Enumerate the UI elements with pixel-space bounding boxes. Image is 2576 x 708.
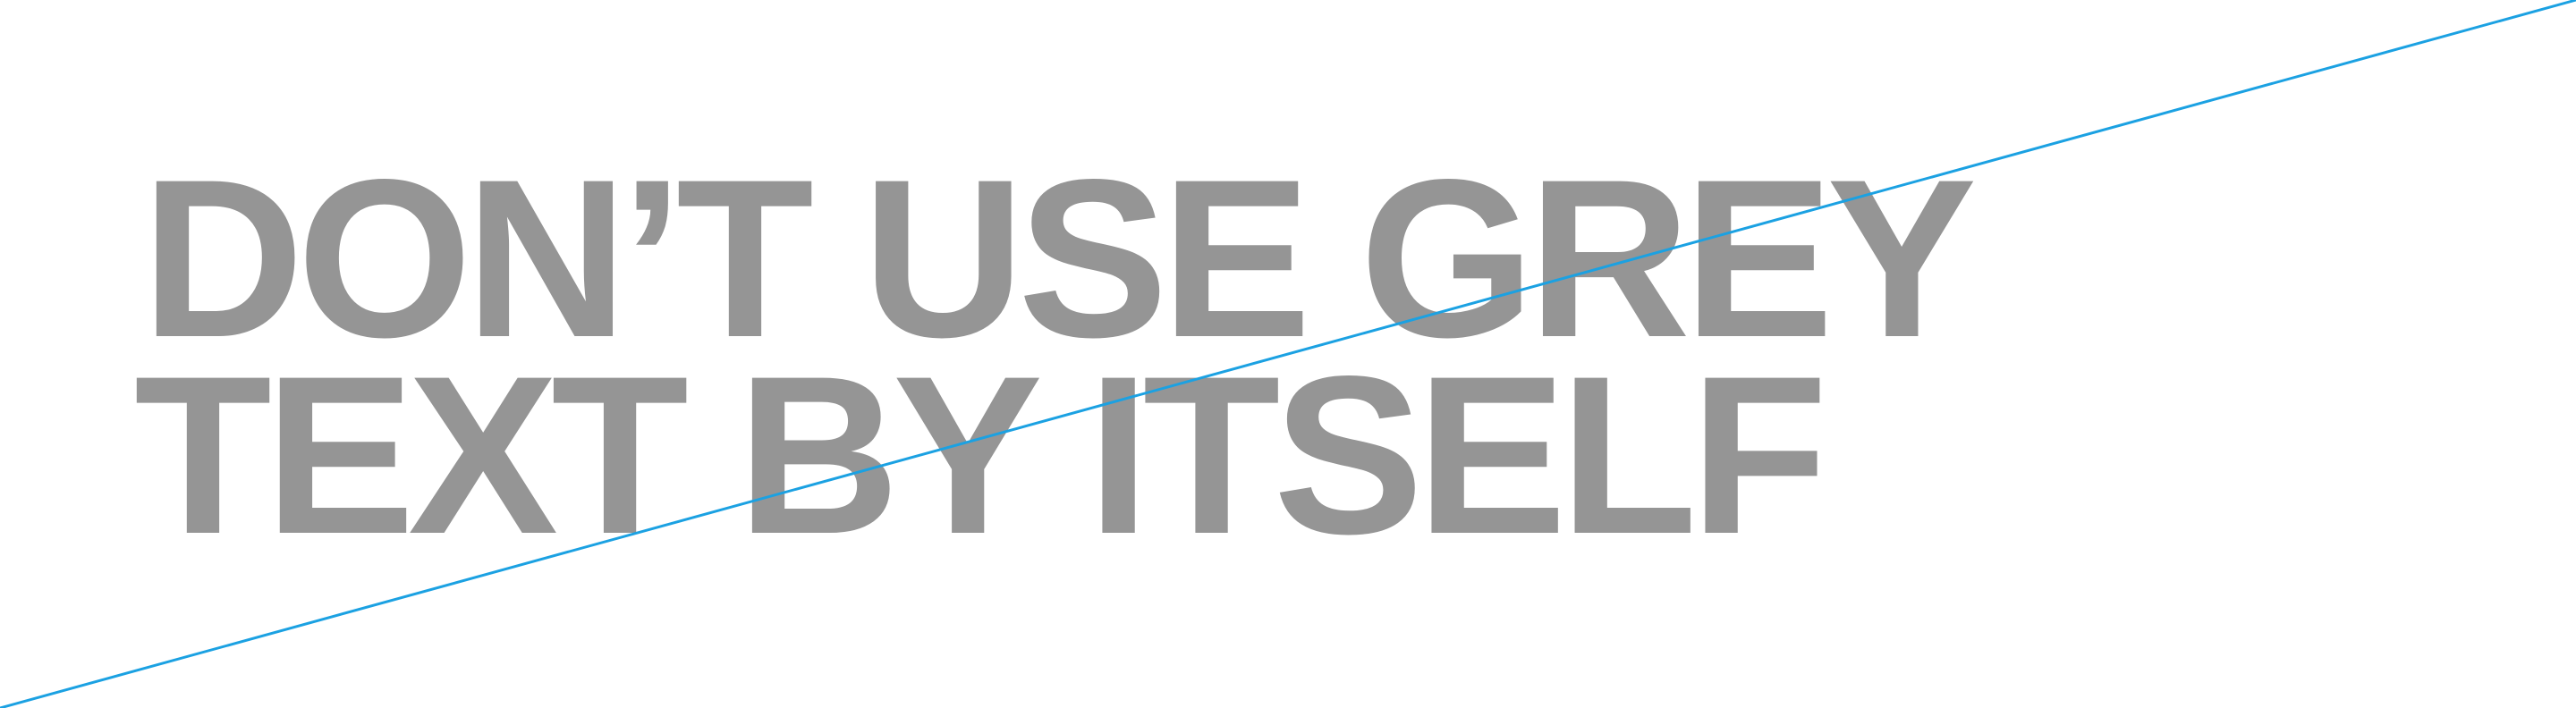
headline-line-1: DON’T USE GREY: [141, 133, 1977, 384]
headline: DON’T USE GREY TEXT BY ITSELF: [134, 133, 1977, 581]
headline-line-2: TEXT BY ITSELF: [134, 330, 1828, 581]
